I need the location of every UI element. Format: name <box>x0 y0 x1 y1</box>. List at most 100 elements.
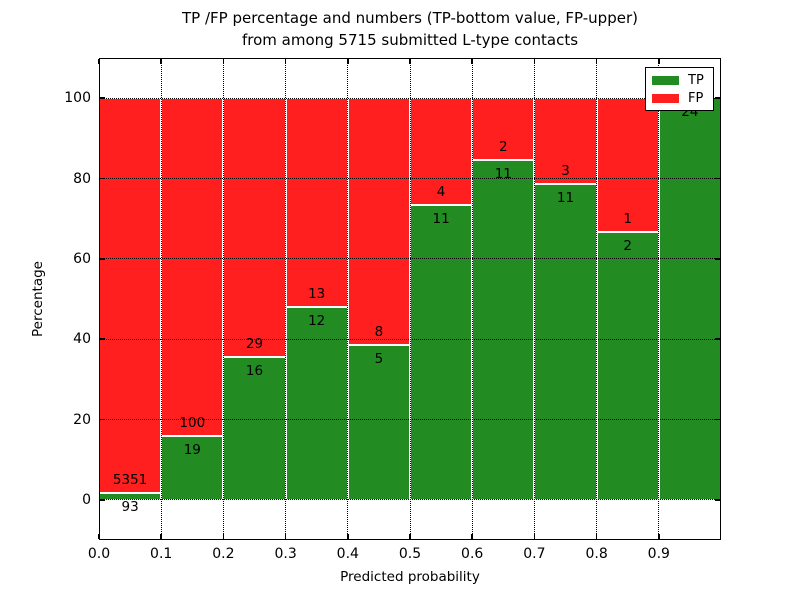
x-tick-mark <box>471 534 473 539</box>
tp-bar-segment <box>472 159 535 500</box>
x-tick-mark <box>409 59 411 64</box>
y-tick-label: 20 <box>73 411 91 428</box>
fp-bar-segment <box>534 98 597 185</box>
fp-bar-segment <box>596 98 659 233</box>
fp-bar-segment <box>347 98 410 346</box>
y-tick-mark <box>100 499 105 501</box>
x-tick-label: 0.9 <box>647 546 670 562</box>
x-tick-label: 0.3 <box>274 546 297 562</box>
x-tick-mark <box>160 534 162 539</box>
y-tick-mark <box>100 177 105 180</box>
fp-count-label: 2 <box>499 138 508 155</box>
y-tick-mark <box>715 499 720 501</box>
grid-line-vertical <box>596 58 598 540</box>
y-tick-mark <box>715 418 720 421</box>
legend-entry-fp: FP <box>652 92 713 105</box>
tp-bar-segment <box>347 345 410 500</box>
tp-count-label: 5 <box>374 351 384 368</box>
x-tick-mark <box>98 59 100 64</box>
grid-line-vertical <box>347 58 349 540</box>
grid-line-horizontal <box>99 419 721 420</box>
tp-count-label: 2 <box>623 238 632 255</box>
x-tick-label: 0.4 <box>336 546 359 562</box>
x-tick-mark <box>347 534 349 539</box>
x-tick-mark <box>222 534 225 539</box>
tp-bar-segment <box>410 205 473 500</box>
grid-line-horizontal <box>99 338 721 340</box>
tp-bar-segment <box>596 232 659 500</box>
fp-count-label: 1 <box>623 211 632 228</box>
fp-count-label: 4 <box>436 184 446 201</box>
y-tick-mark <box>715 97 720 99</box>
grid-line-vertical <box>658 58 660 540</box>
x-tick-label: 0.7 <box>523 546 546 562</box>
x-tick-label: 0.6 <box>461 546 484 562</box>
grid-line-vertical <box>160 58 162 540</box>
x-tick-mark <box>222 59 225 64</box>
x-axis-label: Predicted probability <box>340 569 480 585</box>
grid-line-vertical <box>285 58 287 540</box>
y-axis-label: Percentage <box>30 261 46 337</box>
grid-line-vertical <box>533 58 535 540</box>
chart-title-line-2: from among 5715 submitted L-type contact… <box>241 31 579 49</box>
y-tick-mark <box>100 258 105 260</box>
grid-line-vertical <box>409 58 411 540</box>
grid-line-vertical <box>222 58 224 540</box>
legend-entry-tp: TP <box>652 74 713 87</box>
tp-count-label: 19 <box>183 441 201 458</box>
x-tick-mark <box>658 59 660 64</box>
grid-line-horizontal <box>99 499 721 501</box>
y-tick-mark <box>715 177 720 180</box>
x-tick-label: 0.5 <box>398 546 422 562</box>
x-tick-mark <box>160 59 162 64</box>
x-tick-mark <box>658 534 660 539</box>
grid-line-horizontal <box>99 178 721 179</box>
x-tick-mark <box>533 59 536 64</box>
y-tick-label: 100 <box>64 90 91 107</box>
fp-bar-segment <box>472 98 535 160</box>
fp-bar-segment <box>285 98 348 308</box>
y-tick-mark <box>100 97 105 99</box>
fp-count-label: 13 <box>308 286 326 303</box>
y-tick-mark <box>715 258 720 260</box>
x-tick-label: 0.0 <box>87 546 111 562</box>
tp-count-label: 11 <box>556 190 575 207</box>
tp-bar-segment <box>658 98 721 500</box>
tp-bar-segment <box>534 184 597 500</box>
y-tick-label: 60 <box>73 250 91 267</box>
tp-count-label: 93 <box>121 498 139 515</box>
x-tick-label: 0.2 <box>212 546 235 562</box>
x-tick-mark <box>595 59 598 64</box>
fp-bar-segment <box>99 98 162 493</box>
y-tick-label: 80 <box>73 170 91 187</box>
fp-count-label: 100 <box>179 414 206 431</box>
x-tick-mark <box>533 534 536 539</box>
tp-count-label: 16 <box>245 363 264 380</box>
y-tick-mark <box>100 418 105 421</box>
x-tick-mark <box>98 534 100 539</box>
x-tick-mark <box>409 534 411 539</box>
tp-bar-segment <box>285 307 348 500</box>
fp-count-label: 5351 <box>112 471 148 488</box>
legend-label-tp: TP <box>688 72 704 88</box>
x-tick-label: 0.1 <box>150 546 173 562</box>
fp-count-label: 29 <box>245 336 264 353</box>
fp-bar-segment <box>161 98 224 436</box>
fp-count-label: 3 <box>561 163 570 180</box>
tp-bar-segment <box>161 435 224 500</box>
chart-title-line-1: TP /FP percentage and numbers (TP-bottom… <box>182 9 638 27</box>
y-tick-mark <box>715 338 720 340</box>
fp-bar-segment <box>410 98 473 206</box>
fp-count-label: 8 <box>374 324 384 341</box>
legend-label-fp: FP <box>688 90 704 106</box>
tp-bar-segment <box>223 357 286 500</box>
x-tick-mark <box>284 534 287 539</box>
y-tick-mark <box>100 338 105 340</box>
y-tick-label: 40 <box>73 331 91 348</box>
y-tick-label: 0 <box>82 491 91 508</box>
x-tick-mark <box>595 534 598 539</box>
fp-bar-segment <box>223 98 286 357</box>
tp-count-label: 11 <box>432 211 450 228</box>
x-tick-mark <box>284 59 287 64</box>
